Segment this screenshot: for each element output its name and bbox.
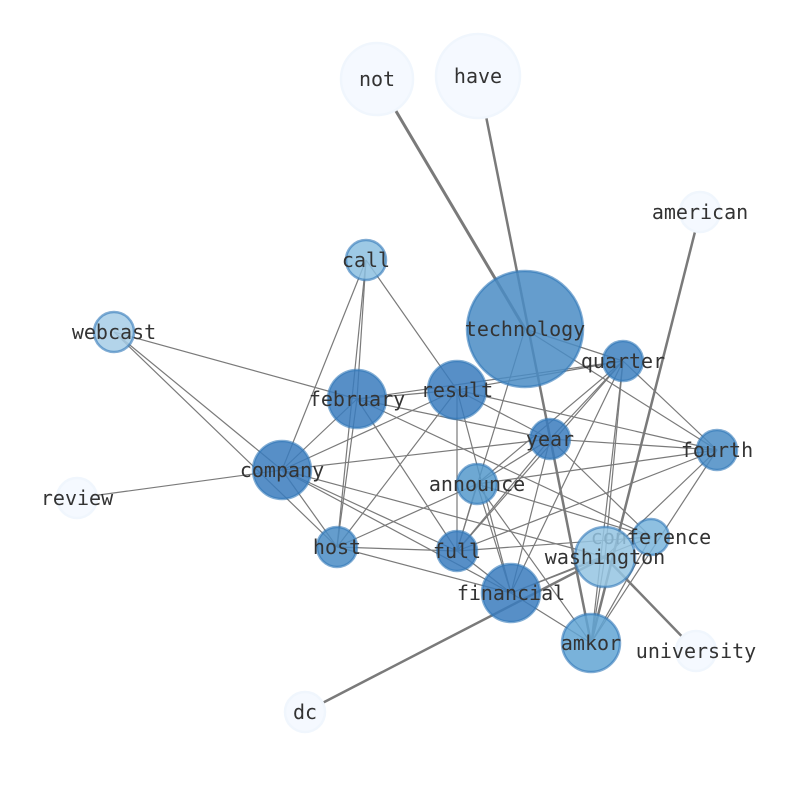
edge-company-financial [281,469,512,594]
edge-year-full [456,438,551,552]
edge-announce-conference [476,483,652,538]
node-label: amkor [561,631,621,655]
node-webcast[interactable]: webcast [72,310,156,354]
node-quarter[interactable]: quarter [581,339,665,383]
edge-call-company [281,259,367,471]
edge-february-full [356,398,458,552]
node-label: announce [429,472,525,496]
edge-result-fourth [456,389,718,451]
node-circle [674,629,718,673]
node-circle [315,525,359,569]
node-technology[interactable]: technology [465,269,585,389]
node-circle [326,368,388,430]
node-circle [560,612,622,674]
node-label: company [240,458,324,482]
edge-webcast-host [113,331,338,548]
edge-announce-amkor [476,483,592,644]
edge-dc-washington [304,555,606,714]
edge-result-company [281,389,458,471]
edge-year-conference [549,438,652,538]
node-label: washington [545,545,665,569]
edge-webcast-company [113,331,283,471]
node-circle [528,417,572,461]
node-label: american [652,200,748,224]
node-circle [339,41,415,117]
node-amkor[interactable]: amkor [560,612,622,674]
edge-fourth-announce [476,449,718,485]
node-circle [695,428,739,472]
node-label: webcast [72,320,156,344]
node-label: university [636,639,756,663]
node-label: review [41,486,114,510]
node-label: result [421,378,493,402]
node-label: technology [465,317,585,341]
node-label: host [313,535,361,559]
node-label: fourth [681,438,753,462]
edge-announce-host [336,483,478,548]
node-dc[interactable]: dc [283,690,327,734]
node-label: full [433,539,481,563]
node-circle [678,190,722,234]
node-full[interactable]: full [433,529,481,573]
node-have[interactable]: have [434,32,522,120]
node-host[interactable]: host [313,525,361,569]
node-american[interactable]: american [652,190,748,234]
node-circle [573,525,637,589]
node-label: quarter [581,349,665,373]
edge-february-quarter [356,360,624,400]
edge-result-host [336,389,458,548]
node-university[interactable]: university [636,629,756,673]
edge-quarter-financial [510,360,624,594]
node-circle [455,462,499,506]
node-circle [480,562,542,624]
node-circle [283,690,327,734]
node-company[interactable]: company [240,439,324,501]
node-label: dc [293,700,317,724]
node-result[interactable]: result [421,359,493,421]
node-label: call [342,248,390,272]
node-not[interactable]: not [339,41,415,117]
edge-webcast-february [113,331,358,400]
edge-review-company [76,469,283,499]
node-announce[interactable]: announce [429,462,525,506]
node-call[interactable]: call [342,238,390,282]
node-label: financial [457,581,565,605]
node-circle [426,359,488,421]
node-circle [92,310,136,354]
node-label: year [526,427,574,451]
edge-company-washington [281,469,606,558]
node-circle [465,269,585,389]
edge-company-year [281,438,551,471]
node-financial[interactable]: financial [457,562,565,624]
node-circle [435,529,479,573]
node-circle [344,238,388,282]
node-circle [251,439,313,501]
node-label: have [454,64,502,88]
node-circle [434,32,522,120]
edge-fourth-full [456,449,718,552]
node-year[interactable]: year [526,417,574,461]
node-label: not [359,67,395,91]
node-washington[interactable]: washington [545,525,665,589]
node-circle [631,517,671,557]
node-circle [601,339,645,383]
edge-quarter-fourth [622,360,718,451]
node-label: february [309,387,405,411]
edge-quarter-amkor [590,360,624,644]
node-review[interactable]: review [41,476,114,520]
edge-year-fourth [549,438,718,451]
node-fourth[interactable]: fourth [681,428,753,472]
edge-company-full [281,469,458,552]
node-circle [55,476,99,520]
node-february[interactable]: february [309,368,405,430]
nodes-layer: technology not have american call webcast quar… [41,32,756,734]
